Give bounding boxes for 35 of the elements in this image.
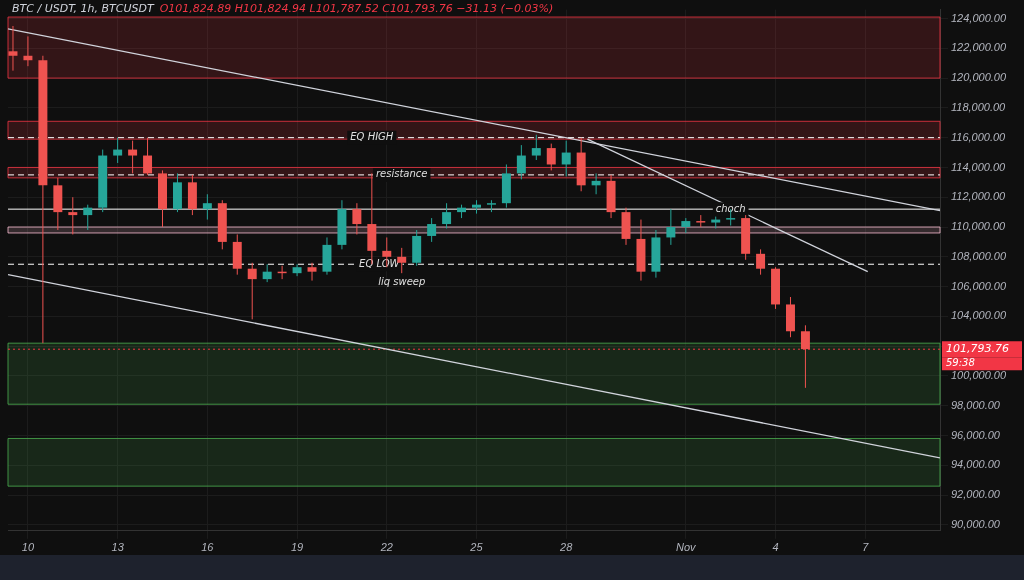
annotation: liq sweep [378,275,426,287]
x-tick-label: Nov [676,541,698,554]
x-tick-label: 28 [559,541,574,554]
y-tick-label: 96,000.00 [951,428,1001,441]
ref-line-label: 101,793.76 [946,342,1009,356]
y-tick-label: 108,000.00 [951,249,1007,262]
y-tick-label: 104,000.00 [951,309,1007,322]
x-tick-label: 22 [379,541,393,554]
y-tick-label: 114,000.00 [951,160,1007,173]
annotation: choch [715,202,746,214]
y-tick-label: 112,000.00 [951,190,1007,203]
y-tick-label: 94,000.00 [951,458,1001,471]
y-tick-label: 110,000.00 [951,220,1007,233]
y-tick-label: 106,000.00 [951,279,1007,292]
y-tick-label: 92,000.00 [951,488,1001,501]
x-tick-label: 19 [290,541,304,554]
x-tick-label: 13 [111,541,125,554]
annotation: EQ HIGH [350,131,394,143]
chart-title: BTC / USDT, 1h, BTCUSDT [12,2,154,15]
y-tick-label: 120,000.00 [951,71,1007,84]
y-tick-label: 98,000.00 [951,398,1001,411]
y-tick-label: 118,000.00 [951,100,1007,113]
text: 59:38 [946,356,975,368]
y-tick-label: 100,000.00 [951,368,1007,381]
x-tick-label: 4 [772,541,779,554]
x-tick-label: 10 [21,541,35,554]
x-tick-label: 16 [201,541,215,554]
x-tick-label: 7 [862,541,870,554]
y-tick-label: 124,000.00 [951,11,1007,24]
y-tick-label: 90,000.00 [951,517,1001,530]
y-tick-label: 116,000.00 [951,130,1007,143]
y-tick-label: 122,000.00 [951,41,1007,54]
annotation: resistance [375,168,428,180]
chart-subtitle: O101,824.89 H101,824.94 L101,787.52 C101,793.76 −31.13 (−0.03%) [159,2,554,15]
x-tick-label: 25 [469,541,484,554]
